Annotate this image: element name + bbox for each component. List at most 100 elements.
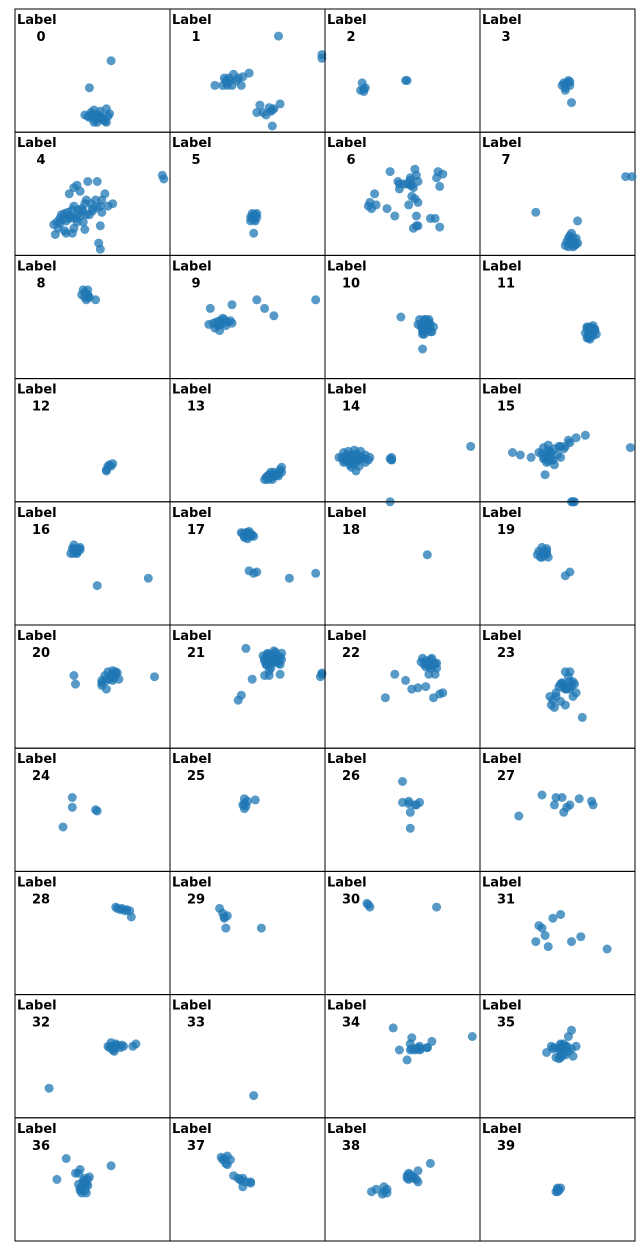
scatter-point [427, 1036, 437, 1046]
scatter-point [546, 455, 556, 465]
panel-label: Label [17, 875, 57, 890]
scatter-point [94, 112, 104, 122]
panel-number: 30 [342, 892, 360, 907]
scatter-point [365, 902, 375, 912]
scatter-point [567, 228, 576, 238]
panel-points [356, 76, 412, 96]
panel-number: 39 [497, 1139, 515, 1154]
panel-number: 38 [342, 1139, 360, 1154]
scatter-point [435, 222, 445, 232]
scatter-point [466, 441, 476, 451]
panel-number: 11 [497, 276, 515, 291]
scatter-point [425, 1158, 435, 1168]
panel-points [557, 76, 576, 108]
panel-label: Label [172, 999, 212, 1014]
panel-label: Label [327, 629, 367, 644]
scatter-point [410, 194, 420, 204]
panel-26: Label 26 [324, 747, 481, 872]
panel-36: Label 36 [14, 1117, 171, 1242]
panel-label: Label [172, 13, 212, 28]
panel-14: Label 14 [324, 378, 481, 507]
scatter-point [430, 213, 440, 223]
panel-label: Label [172, 259, 212, 274]
panel-33: Label 33 [169, 994, 326, 1119]
scatter-point [233, 695, 243, 705]
panel-17: Label 17 [169, 501, 326, 626]
panel-number: 32 [32, 1016, 50, 1031]
scatter-point [422, 1043, 432, 1053]
scatter-point [80, 225, 90, 234]
scatter-point [92, 202, 102, 212]
scatter-point [531, 207, 541, 217]
panel-points [362, 898, 442, 912]
panel-points [66, 540, 153, 591]
scatter-point [411, 221, 421, 231]
scatter-point [92, 581, 102, 591]
scatter-point [64, 189, 74, 199]
scatter-point [419, 315, 429, 324]
scatter-point [258, 108, 268, 117]
panel-9: Label 9 [169, 254, 326, 380]
panel-number: 34 [342, 1016, 360, 1031]
scatter-point [371, 200, 381, 210]
panel-points [101, 459, 118, 476]
scatter-point [67, 544, 77, 554]
scatter-point [363, 201, 373, 211]
scatter-point [359, 84, 369, 94]
scatter-point [241, 643, 251, 653]
panel-19: Label 19 [479, 501, 636, 626]
panel-points [233, 643, 327, 705]
panel-label: Label [172, 752, 212, 767]
scatter-point [413, 177, 423, 186]
panel-points [398, 777, 425, 833]
scatter-point [413, 319, 423, 329]
panel-7: Label 7 [479, 131, 637, 256]
scatter-point [58, 822, 68, 832]
panel-number: 4 [36, 153, 45, 168]
panel-label: Label [327, 752, 367, 767]
scatter-point [351, 466, 361, 476]
scatter-point [568, 1051, 578, 1061]
scatter-point [401, 76, 411, 85]
scatter-point [275, 669, 285, 679]
panel-label: Label [482, 629, 522, 644]
panel-28: Label 28 [14, 870, 171, 996]
panel-number: 22 [342, 646, 360, 661]
panel-24: Label 24 [14, 747, 171, 872]
scatter-point [239, 533, 249, 542]
panel-number: 27 [497, 769, 515, 784]
scatter-point [67, 228, 77, 238]
panel-number: 37 [187, 1139, 205, 1154]
panel-label: Label [482, 13, 522, 28]
scatter-point [210, 80, 220, 90]
panel-number: 16 [32, 523, 50, 538]
panel-points [236, 526, 321, 583]
scatter-point [563, 435, 573, 445]
scatter-point [568, 238, 578, 248]
panel-label: Label [482, 259, 522, 274]
panel-label: Label [17, 259, 57, 274]
scatter-point [252, 209, 262, 218]
panel-label: Label [17, 999, 57, 1014]
panel-points [52, 1154, 116, 1198]
scatter-point [238, 1182, 248, 1192]
panel-label: Label [327, 875, 367, 890]
scatter-point [432, 902, 442, 912]
scatter-point [269, 650, 279, 660]
scatter-point [565, 667, 575, 677]
scatter-point [556, 910, 566, 919]
panel-points [388, 1023, 477, 1065]
panel-number: 10 [342, 276, 360, 291]
scatter-point [625, 443, 635, 453]
panel-number: 31 [497, 892, 515, 907]
panel-points [69, 666, 159, 694]
panel-number: 6 [346, 153, 355, 168]
panel-32: Label 32 [14, 994, 171, 1119]
scatter-point [81, 210, 91, 220]
scatter-point [542, 544, 552, 554]
panel-number: 21 [187, 646, 205, 661]
scatter-point [388, 1023, 398, 1033]
panel-points [215, 903, 266, 933]
scatter-point [540, 931, 550, 940]
